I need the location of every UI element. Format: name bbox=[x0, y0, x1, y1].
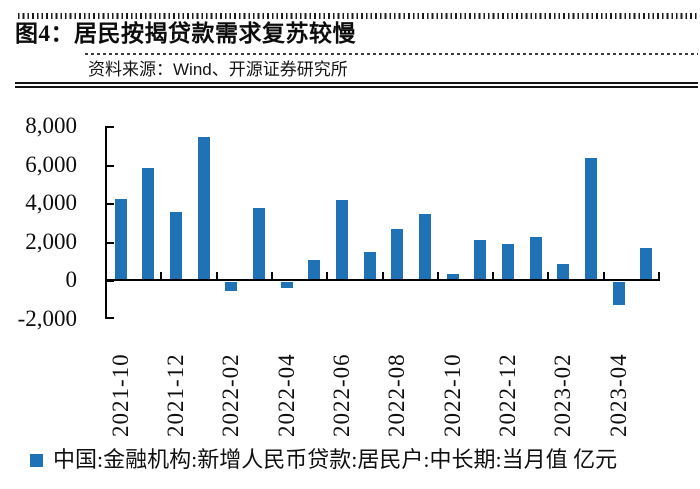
y-axis-tick bbox=[107, 317, 114, 319]
y-axis-tick-label: 4,000 bbox=[25, 190, 77, 216]
plot-area bbox=[105, 126, 660, 319]
bar-2023-01 bbox=[529, 237, 542, 281]
x-axis-tick-label: 2022-02 bbox=[218, 353, 244, 437]
y-axis-tick bbox=[107, 203, 114, 206]
bar-2023-04 bbox=[612, 282, 625, 305]
bar-2022-05 bbox=[308, 260, 321, 281]
y-axis-tick-label: -2,000 bbox=[17, 306, 77, 331]
legend-swatch bbox=[30, 453, 43, 467]
x-axis-tick bbox=[602, 272, 605, 280]
bar-2022-09 bbox=[418, 213, 431, 281]
bar-2022-08 bbox=[391, 229, 404, 281]
legend-label: 中国:金融机构:新增人民币贷款:居民户:中长期:当月值 亿元 bbox=[53, 447, 618, 472]
y-axis-tick-label: 6,000 bbox=[25, 151, 77, 177]
x-axis-tick-label: 2022-04 bbox=[273, 353, 299, 437]
bar-2022-12 bbox=[501, 244, 514, 281]
title-dotted-rule bbox=[85, 53, 698, 55]
x-axis-tick bbox=[658, 272, 660, 280]
x-axis-tick-label: 2022-10 bbox=[439, 353, 465, 437]
x-axis-tick bbox=[160, 272, 163, 280]
bar-2022-10 bbox=[446, 273, 459, 281]
bar-2021-11 bbox=[142, 168, 155, 281]
bar-2021-12 bbox=[170, 211, 183, 281]
y-axis-tick-label: 0 bbox=[65, 267, 78, 293]
x-axis-tick-label: 2023-04 bbox=[605, 353, 631, 437]
top-dashed-rule bbox=[18, 13, 698, 19]
bar-2023-02 bbox=[557, 263, 570, 281]
x-axis-tick-label: 2021-10 bbox=[107, 353, 133, 437]
bar-2022-01 bbox=[197, 137, 210, 281]
y-axis-tick bbox=[107, 280, 114, 283]
x-axis-tick bbox=[547, 272, 550, 280]
x-axis-line bbox=[107, 279, 660, 282]
y-axis-tick-label: 2,000 bbox=[25, 228, 77, 254]
bar-2021-10 bbox=[114, 198, 127, 281]
bar-2023-03 bbox=[584, 157, 597, 281]
x-axis-tick-label: 2022-12 bbox=[494, 353, 520, 437]
x-axis-tick bbox=[270, 272, 273, 280]
legend: 中国:金融机构:新增人民币贷款:居民户:中长期:当月值 亿元 bbox=[30, 446, 617, 474]
bar-2022-04 bbox=[280, 282, 293, 289]
x-axis-tick bbox=[492, 272, 495, 280]
x-axis-tick-label: 2023-02 bbox=[550, 353, 576, 437]
x-axis-tick-label: 2021-12 bbox=[163, 353, 189, 437]
y-axis-tick bbox=[107, 164, 114, 167]
y-axis-tick-label: 8,000 bbox=[25, 113, 77, 138]
x-axis-tick bbox=[215, 272, 218, 280]
bar-2022-02 bbox=[225, 282, 238, 292]
bar-2022-03 bbox=[253, 208, 266, 281]
y-axis-tick bbox=[107, 241, 114, 244]
x-axis-tick-label: 2022-08 bbox=[384, 353, 410, 437]
bar-2023-05 bbox=[640, 247, 653, 281]
x-axis-tick bbox=[381, 272, 384, 280]
header-double-rule bbox=[15, 82, 698, 88]
x-axis-tick bbox=[436, 272, 439, 280]
figure-title: 图4：居民按揭贷款需求复苏较慢 bbox=[15, 21, 356, 46]
source-note: 资料来源：Wind、开源证券研究所 bbox=[88, 60, 348, 79]
bar-2022-06 bbox=[336, 199, 349, 281]
x-axis-tick-label: 2022-06 bbox=[329, 353, 355, 437]
bar-2022-11 bbox=[474, 239, 487, 281]
y-axis-tick bbox=[107, 126, 114, 128]
x-axis-tick bbox=[326, 272, 329, 280]
bar-2022-07 bbox=[363, 251, 376, 281]
